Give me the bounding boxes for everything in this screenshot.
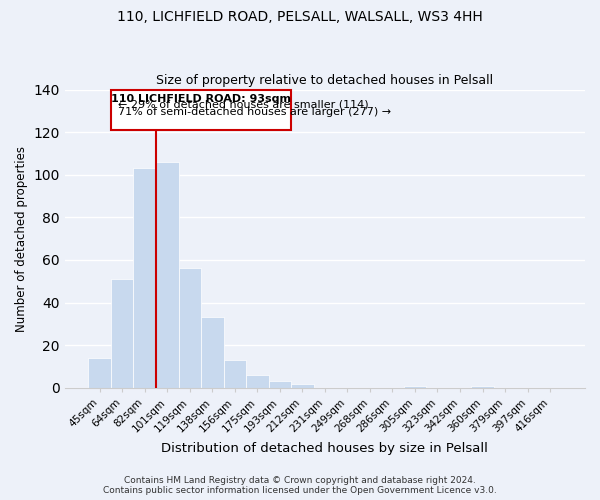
- Bar: [201, 318, 224, 388]
- Bar: [269, 382, 291, 388]
- Bar: [291, 384, 314, 388]
- Bar: [224, 360, 246, 388]
- Text: 110, LICHFIELD ROAD, PELSALL, WALSALL, WS3 4HH: 110, LICHFIELD ROAD, PELSALL, WALSALL, W…: [117, 10, 483, 24]
- Bar: [179, 268, 201, 388]
- Bar: [471, 386, 494, 388]
- Text: 110 LICHFIELD ROAD: 93sqm: 110 LICHFIELD ROAD: 93sqm: [111, 94, 291, 104]
- Title: Size of property relative to detached houses in Pelsall: Size of property relative to detached ho…: [157, 74, 493, 87]
- Bar: [246, 375, 269, 388]
- Text: 71% of semi-detached houses are larger (277) →: 71% of semi-detached houses are larger (…: [118, 106, 391, 117]
- Bar: [404, 386, 426, 388]
- FancyBboxPatch shape: [111, 90, 291, 130]
- Y-axis label: Number of detached properties: Number of detached properties: [15, 146, 28, 332]
- Text: ← 29% of detached houses are smaller (114): ← 29% of detached houses are smaller (11…: [118, 99, 368, 109]
- Bar: [88, 358, 111, 388]
- X-axis label: Distribution of detached houses by size in Pelsall: Distribution of detached houses by size …: [161, 442, 488, 455]
- Text: Contains HM Land Registry data © Crown copyright and database right 2024.
Contai: Contains HM Land Registry data © Crown c…: [103, 476, 497, 495]
- Bar: [133, 168, 156, 388]
- Bar: [156, 162, 179, 388]
- Bar: [111, 279, 133, 388]
